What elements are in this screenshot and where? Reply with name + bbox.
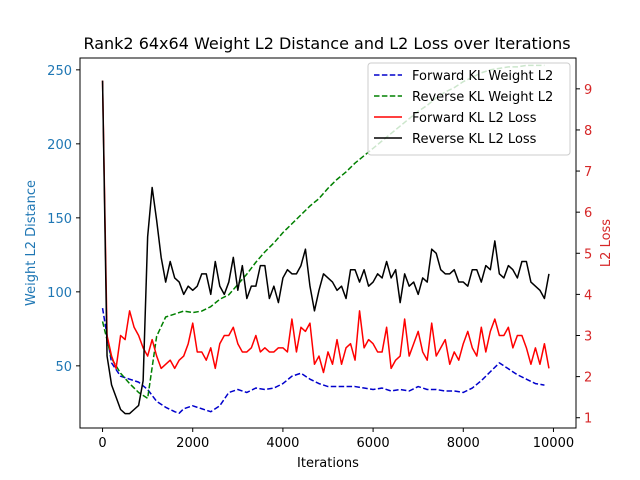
- x-axis-label: Iterations: [297, 456, 359, 471]
- series-line-0: [101, 307, 545, 414]
- legend-label-1: Reverse KL Weight L2: [412, 90, 553, 105]
- y-right-tick-label: 8: [584, 124, 592, 139]
- x-tick-label: 0: [98, 436, 106, 451]
- series-line-3: [101, 80, 550, 415]
- legend-box: [367, 62, 571, 156]
- x-axis: 0 2000 4000 6000 8000 10000: [98, 428, 574, 451]
- y-right-tick-label: 4: [584, 288, 592, 303]
- series-line-2: [101, 80, 550, 374]
- y-right-tick-label: 5: [584, 247, 592, 262]
- legend-label-3: Reverse KL L2 Loss: [412, 132, 537, 147]
- legend: Forward KL Weight L2 Reverse KL Weight L2…: [367, 62, 571, 156]
- y-left-axis: 50 100 150 200 250: [47, 64, 80, 375]
- y-left-tick-label: 150: [47, 212, 72, 227]
- y-left-axis-label: Weight L2 Distance: [24, 180, 39, 306]
- plot-area-frame: [79, 57, 577, 429]
- y-right-tick-label: 7: [584, 165, 592, 180]
- x-tick-label: 4000: [266, 436, 299, 451]
- y-left-tick-label: 50: [55, 360, 72, 375]
- y-left-tick-label: 100: [47, 286, 72, 301]
- y-right-tick-label: 1: [584, 412, 592, 427]
- y-right-tick-label: 6: [584, 206, 592, 221]
- y-right-tick-label: 2: [584, 371, 592, 386]
- chart-title: Rank2 64x64 Weight L2 Distance and L2 Lo…: [83, 34, 570, 53]
- legend-label-2: Forward KL L2 Loss: [412, 111, 537, 126]
- y-left-tick-label: 250: [47, 64, 72, 79]
- y-right-axis-label: L2 Loss: [599, 219, 614, 267]
- y-right-tick-label: 3: [584, 330, 592, 345]
- x-tick-label: 8000: [447, 436, 480, 451]
- x-tick-label: 2000: [176, 436, 209, 451]
- y-right-axis: 1 2 3 4 5 6 7 8 9: [576, 83, 592, 427]
- y-right-tick-label: 9: [584, 83, 592, 98]
- x-tick-label: 10000: [533, 436, 574, 451]
- y-left-tick-label: 200: [47, 138, 72, 153]
- x-tick-label: 6000: [357, 436, 390, 451]
- legend-label-0: Forward KL Weight L2: [412, 69, 553, 84]
